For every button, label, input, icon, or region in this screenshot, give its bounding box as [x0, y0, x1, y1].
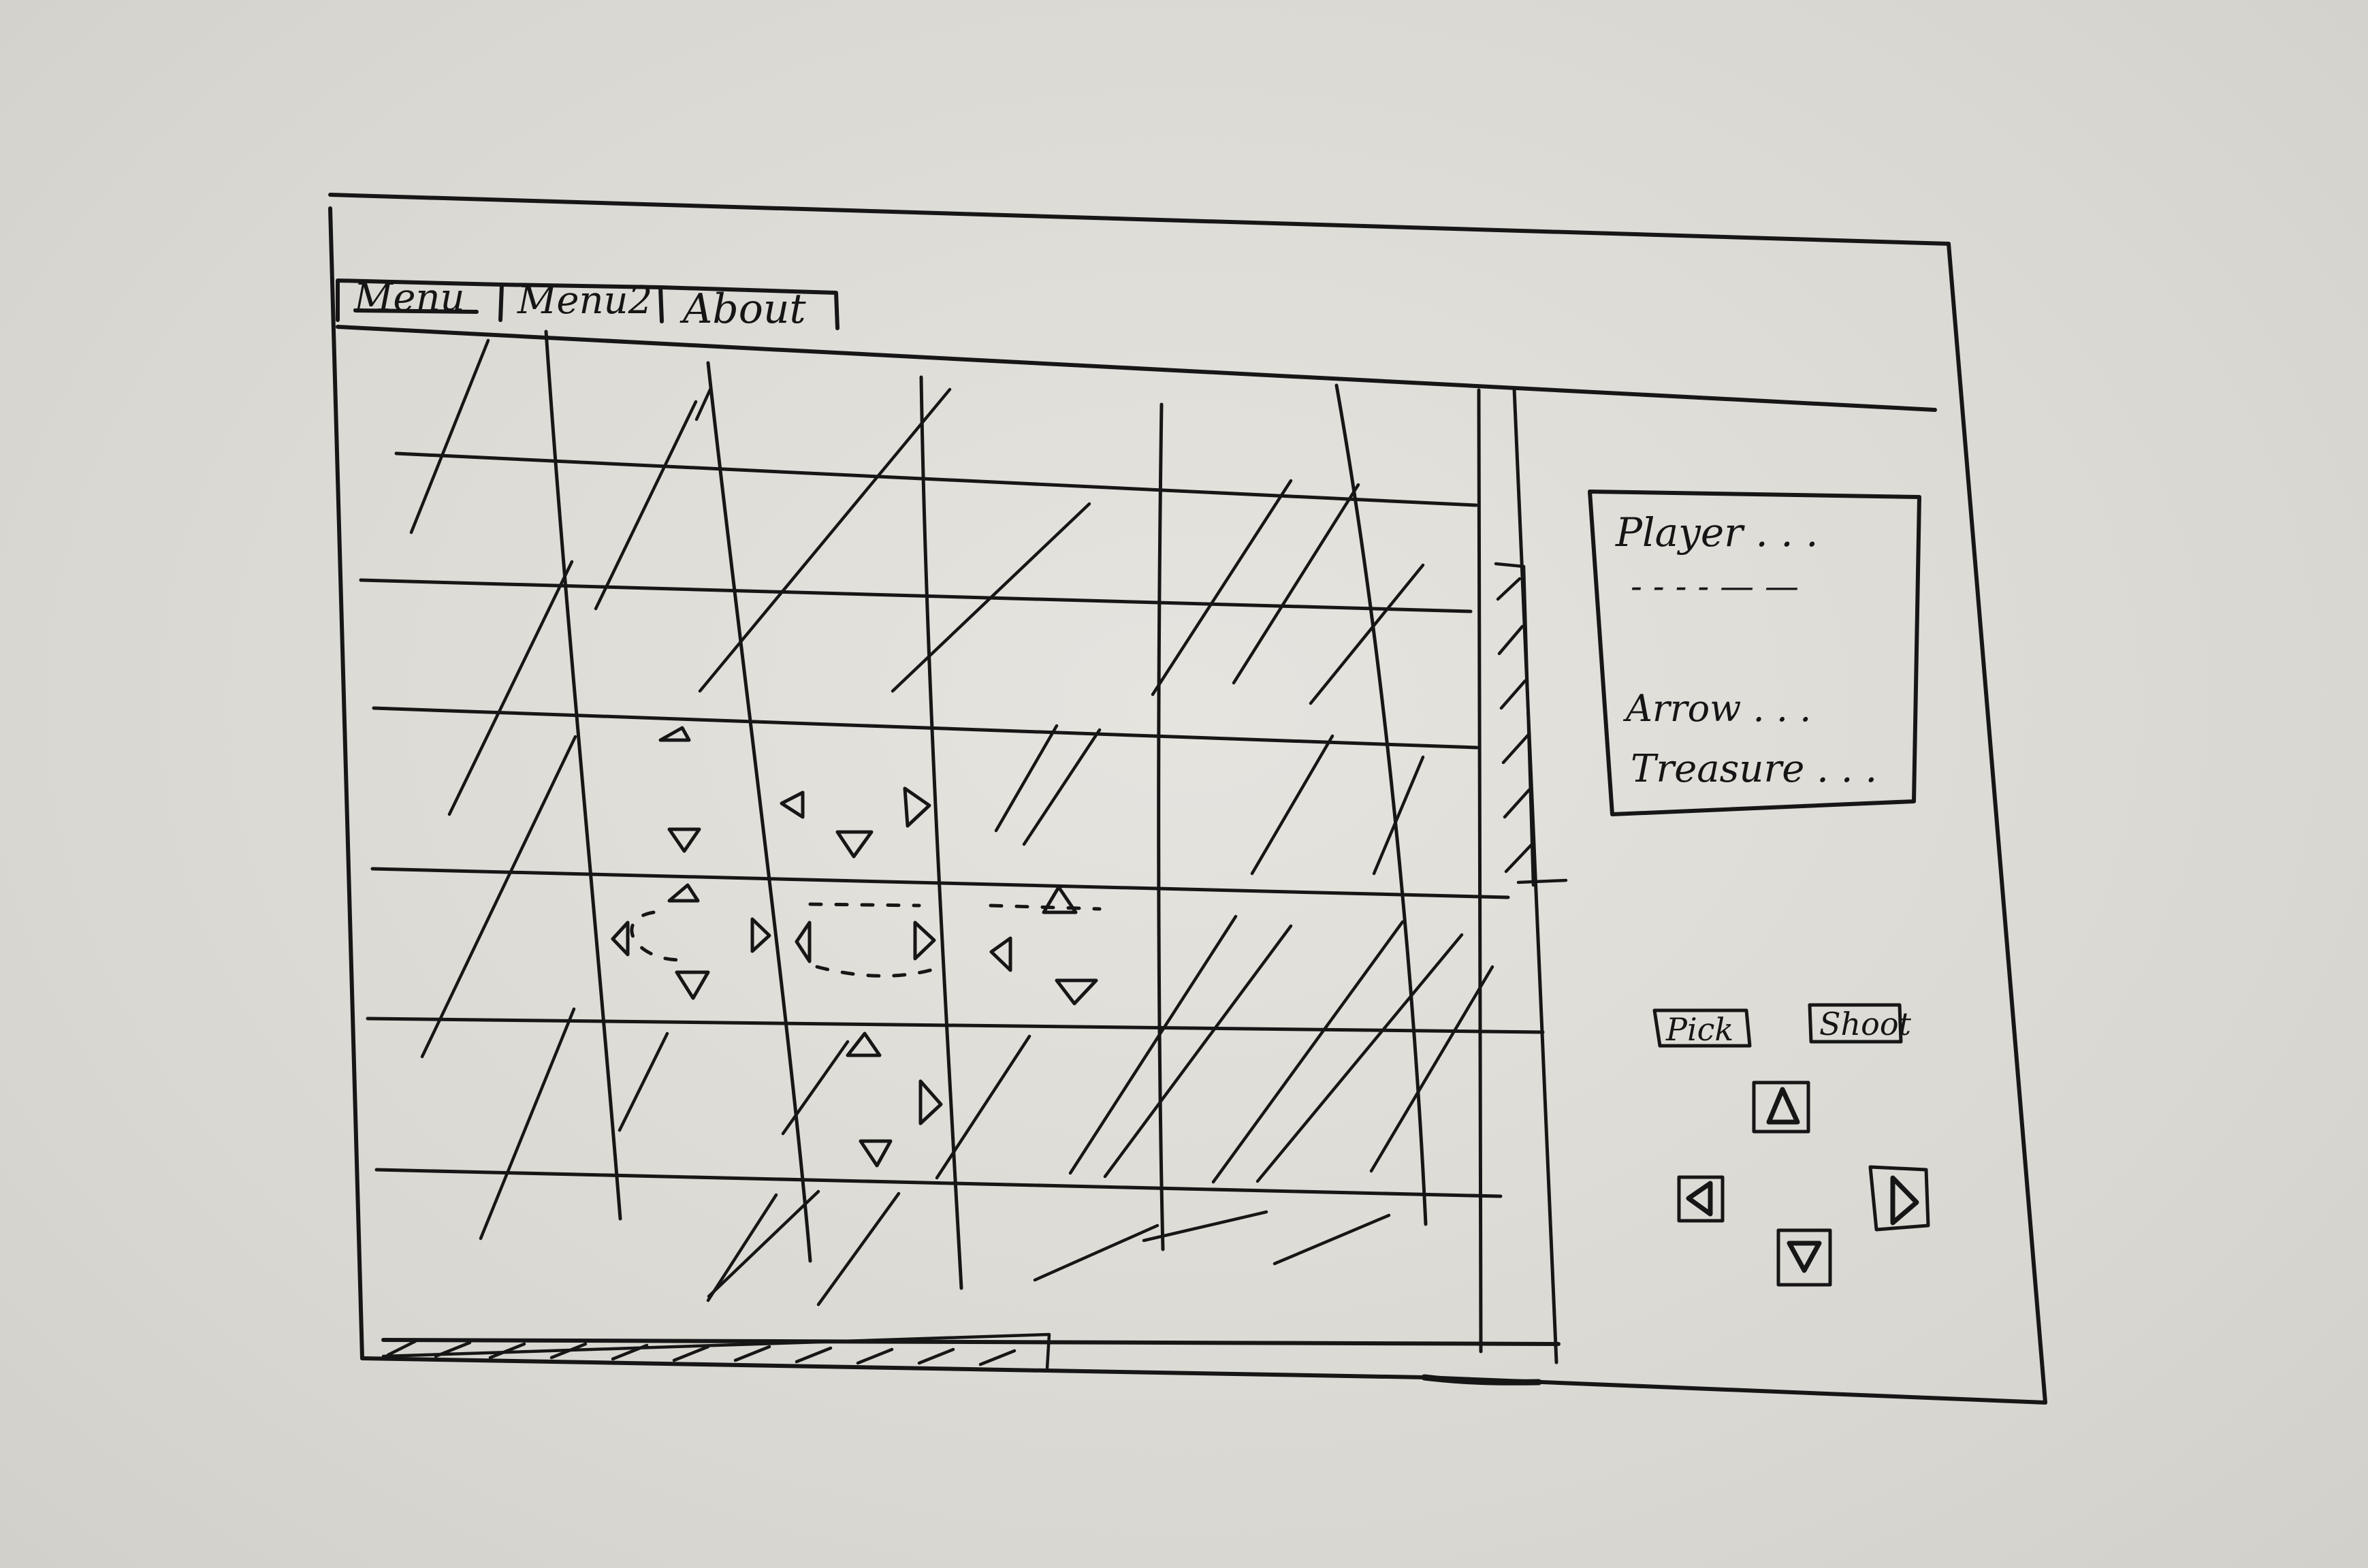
triangle-down-icon: [667, 827, 701, 853]
arrow-left-icon: [1686, 1181, 1713, 1217]
explored-rooms: [611, 726, 1102, 1168]
pick-button[interactable]: Pick: [1652, 1008, 1752, 1048]
move-right-button[interactable]: [1868, 1165, 1930, 1232]
horizontal-scrollbar-thumb[interactable]: [381, 1332, 1051, 1371]
app-window: [328, 193, 2047, 1405]
move-left-button[interactable]: [1677, 1175, 1725, 1223]
tab-menu-label: Menu: [353, 276, 465, 320]
triangle-left-icon: [989, 936, 1012, 972]
triangle-right-icon: [918, 1079, 943, 1125]
horizontal-scrollbar[interactable]: [381, 1332, 1561, 1371]
shoot-button-label: Shoot: [1819, 1006, 1912, 1042]
arrow-right-icon: [1890, 1175, 1919, 1226]
triangle-up-icon: [846, 1031, 882, 1057]
triangle-left-icon: [795, 921, 812, 963]
triangle-up-icon: [1042, 885, 1078, 914]
pick-button-label: Pick: [1665, 1011, 1733, 1048]
arrow-up-icon: [1766, 1087, 1800, 1125]
triangle-right-icon: [903, 786, 931, 828]
triangle-down-icon: [859, 1139, 893, 1168]
tab-about-label: About: [679, 285, 807, 333]
player-label: Player . . .: [1615, 509, 1819, 556]
triangle-up-icon: [667, 883, 700, 903]
triangle-down-icon: [835, 830, 874, 859]
arrow-down-icon: [1787, 1241, 1822, 1273]
move-down-button[interactable]: [1776, 1228, 1832, 1287]
info-panel: Player . . . - - - - — — Arrow . . . Tre…: [1588, 490, 1921, 816]
triangle-left-icon: [611, 921, 630, 957]
controls-panel: Pick Shoot: [1652, 1003, 1930, 1287]
shoot-button[interactable]: Shoot: [1808, 1003, 1912, 1044]
tab-menu2[interactable]: Menu2: [500, 278, 664, 323]
player-value: - - - - — —: [1631, 566, 1799, 606]
treasure-label: Treasure . . .: [1631, 747, 1877, 791]
move-up-button[interactable]: [1752, 1081, 1810, 1134]
vertical-scrollbar[interactable]: [1494, 562, 1568, 887]
menu-bar: Menu Menu2 About: [336, 276, 1937, 412]
triangle-up-icon: [658, 726, 691, 742]
tab-menu2-label: Menu2: [517, 278, 652, 323]
fog-of-war-hatching: [409, 338, 1494, 1307]
menu-bar-divider: [336, 325, 1937, 412]
tab-about[interactable]: About: [658, 285, 839, 333]
game-board[interactable]: [359, 330, 1558, 1364]
triangle-left-icon: [780, 790, 805, 819]
triangle-down-icon: [1055, 978, 1098, 1006]
triangle-right-icon: [750, 917, 771, 953]
triangle-right-icon: [913, 921, 936, 961]
tab-menu[interactable]: Menu: [336, 276, 504, 322]
arrow-label: Arrow . . .: [1622, 687, 1811, 730]
triangle-down-icon: [675, 970, 710, 1000]
vertical-scrollbar-thumb[interactable]: [1494, 562, 1535, 887]
